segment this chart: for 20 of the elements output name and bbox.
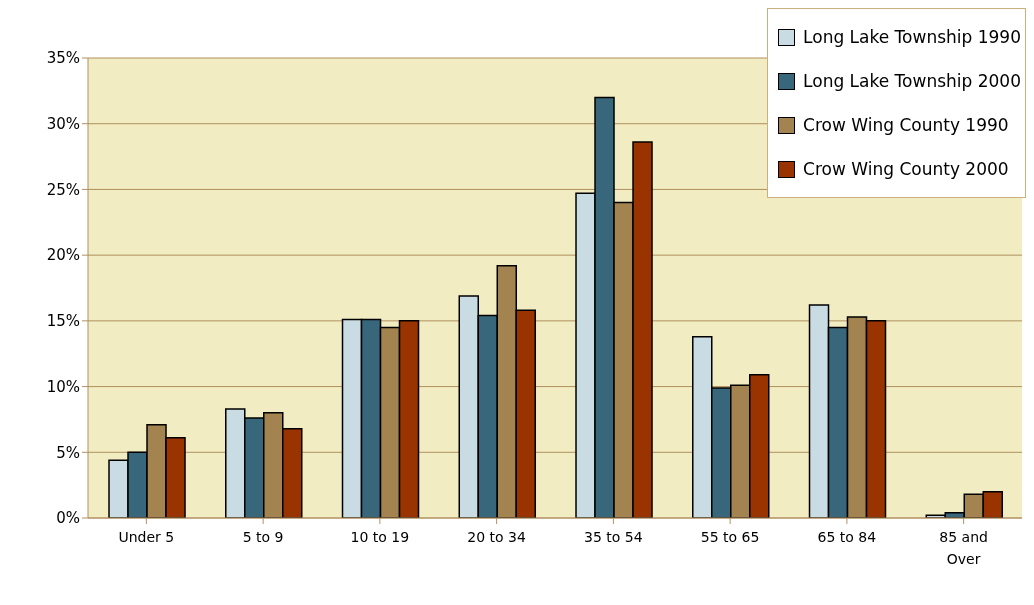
y-tick-label: 35% — [46, 49, 80, 68]
y-tick-label: 10% — [46, 377, 80, 396]
x-tick-label: 5 to 9 — [242, 529, 284, 545]
y-tick-label: 0% — [56, 509, 80, 528]
x-tick-label: 65 to 84 — [817, 529, 877, 545]
x-tick-label: 55 to 65 — [700, 529, 760, 545]
legend-label: Crow Wing County 1990 — [803, 115, 1009, 135]
legend-label: Crow Wing County 2000 — [803, 159, 1009, 179]
x-tick-label: Under 5 — [118, 529, 175, 545]
x-tick-label: 85 and Over — [939, 529, 988, 567]
y-tick-label: 20% — [46, 246, 80, 265]
y-tick-label: 5% — [56, 443, 80, 462]
legend-label: Long Lake Township 2000 — [803, 71, 1021, 91]
x-tick-label: 10 to 19 — [350, 529, 410, 545]
y-tick-label: 25% — [46, 180, 80, 199]
x-tick-label: 20 to 34 — [467, 529, 526, 545]
y-tick-label: 30% — [46, 115, 80, 134]
y-tick-label: 15% — [46, 312, 80, 331]
x-tick-label: 35 to 54 — [584, 529, 643, 545]
legend-label: Long Lake Township 1990 — [803, 27, 1021, 47]
